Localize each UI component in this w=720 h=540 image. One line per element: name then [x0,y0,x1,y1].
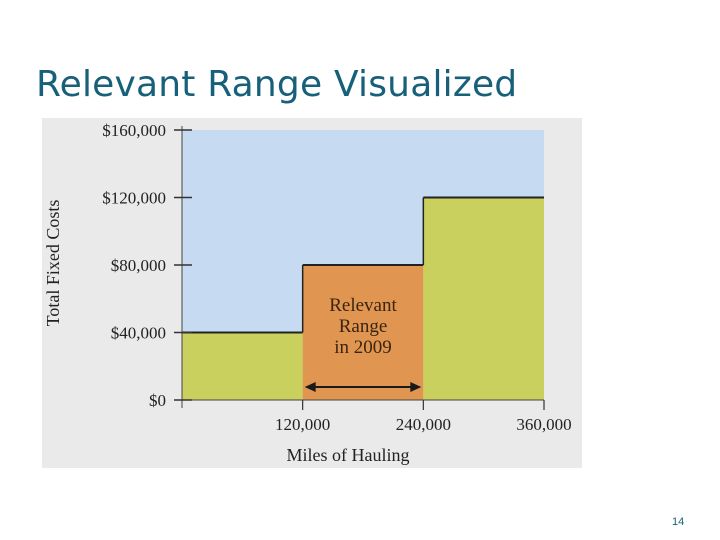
y-tick-label: $40,000 [111,324,166,343]
annotation-text-line: Relevant [329,295,397,316]
annotation-text-line: Range [339,316,388,337]
step-series [182,196,544,400]
x-tick-label: 240,000 [396,415,451,434]
x-tick-label: 120,000 [275,415,330,434]
page-number: 14 [672,516,685,528]
step-bar-1 [182,332,303,400]
chart-svg: $0 $40,000 $80,000 $120,000 $160,000 120,000 2… [42,118,582,468]
annotation-text-line: in 2009 [334,337,392,358]
y-axis-label: Total Fixed Costs [43,200,63,327]
x-tick-label: 360,000 [516,415,571,434]
step-cost-chart: $0 $40,000 $80,000 $120,000 $160,000 120,000 2… [42,118,582,468]
y-tick-label: $160,000 [102,121,166,140]
y-tick-label: $120,000 [102,189,166,208]
y-tick-label: $80,000 [111,256,166,275]
range-arrow-right-head [410,382,422,392]
y-tick-label: $0 [149,391,166,410]
x-axis-label: Miles of Hauling [287,445,410,465]
slide-title: Relevant Range Visualized [36,64,518,105]
tick-labels: $0 $40,000 $80,000 $120,000 $160,000 120,000 2… [102,121,571,434]
axes [181,126,544,408]
step-bar-3 [423,197,544,400]
range-arrow-left-head [304,382,316,392]
step-bar-2 [302,265,424,400]
